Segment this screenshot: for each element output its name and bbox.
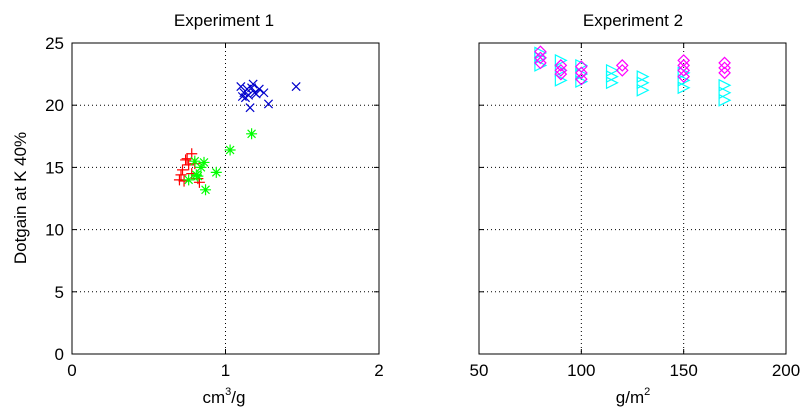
y-axis-label: Dotgain at K 40%: [11, 132, 30, 264]
diamond-marker: [574, 66, 588, 80]
x-tick-label: 2: [374, 361, 383, 380]
asterisk-marker: [190, 169, 202, 181]
diamond-marker: [615, 64, 629, 77]
diamond-marker: [677, 59, 691, 72]
diamond-marker: [718, 61, 731, 75]
triangle-marker: [718, 78, 732, 92]
asterisk-marker: [210, 166, 222, 178]
data-points: [173, 79, 301, 196]
cross-marker: [237, 91, 247, 102]
diamond-marker: [534, 56, 547, 70]
triangle-marker: [677, 73, 691, 87]
x-axis-label-main: g/m: [616, 388, 644, 407]
x-axis-label-superscript: 2: [644, 386, 650, 398]
plus-marker: [173, 174, 185, 186]
x-tick-label: 0: [67, 361, 76, 380]
diamond-marker: [677, 54, 691, 67]
y-tick-label: 10: [45, 221, 64, 240]
y-tick-label: 20: [45, 96, 64, 115]
x-axis-label-tail: /g: [231, 388, 245, 407]
diamond-marker: [534, 51, 547, 65]
plot-frame: [71, 42, 380, 355]
diamond-marker: [574, 60, 588, 73]
triangle-marker: [554, 53, 568, 67]
triangle-marker: [605, 63, 619, 77]
chart-title: Experiment 2: [583, 11, 683, 30]
cross-marker: [291, 81, 301, 92]
triangle-marker: [605, 76, 619, 90]
triangle-marker: [718, 86, 732, 100]
asterisk-marker: [224, 144, 236, 156]
cross-marker: [236, 81, 246, 92]
diamond-marker: [554, 59, 568, 72]
triangle-marker: [554, 73, 568, 87]
chart-title: Experiment 1: [174, 11, 274, 30]
triangle-marker: [636, 70, 650, 84]
diamond-marker: [677, 70, 691, 83]
plot-frame: [478, 42, 787, 355]
asterisk-marker: [195, 161, 207, 173]
triangle-marker: [718, 93, 732, 107]
triangle-marker: [636, 76, 650, 90]
asterisk-marker: [246, 128, 258, 140]
tick-labels: 50 100 150 200: [470, 361, 801, 380]
triangle-marker: [605, 70, 619, 84]
plus-marker: [181, 153, 193, 165]
plus-marker: [183, 159, 195, 171]
plus-marker: [177, 164, 189, 176]
cross-marker: [254, 84, 264, 94]
diamond-marker: [677, 64, 691, 77]
cross-marker: [251, 89, 261, 99]
gridlines: [71, 42, 380, 355]
x-axis-label: g/m2: [616, 386, 650, 407]
triangle-marker: [636, 83, 650, 97]
asterisk-marker: [200, 184, 212, 196]
cross-marker: [248, 79, 258, 89]
cross-marker: [259, 88, 269, 98]
diamond-marker: [718, 56, 731, 70]
y-tick-label: 25: [45, 34, 64, 53]
panel-experiment-2: Experiment 2 50 100 150 200 g/m2: [470, 11, 801, 407]
cross-marker: [245, 103, 255, 113]
asterisk-marker: [183, 174, 195, 186]
x-tick-label: 150: [669, 361, 697, 380]
data-points: [534, 45, 732, 107]
asterisk-marker: [198, 156, 210, 168]
triangle-marker: [677, 81, 691, 95]
x-tick-label: 200: [772, 361, 800, 380]
y-tick-label: 5: [55, 283, 64, 302]
y-tick-label: 15: [45, 158, 64, 177]
x-tick-label: 50: [470, 361, 489, 380]
diamond-marker: [554, 64, 568, 77]
x-axis-label-main: cm: [203, 388, 226, 407]
diamond-marker: [718, 66, 731, 80]
x-axis-label-superscript: 3: [225, 386, 231, 398]
y-tick-label: 0: [55, 345, 64, 364]
gridlines: [478, 42, 787, 355]
plus-marker: [175, 169, 187, 181]
x-tick-label: 100: [567, 361, 595, 380]
diamond-marker: [615, 59, 629, 72]
diamond-marker: [534, 45, 547, 59]
asterisk-marker: [189, 155, 201, 167]
x-tick-label: 1: [221, 361, 230, 380]
cross-marker: [263, 99, 274, 109]
x-axis-label: cm3/g: [203, 386, 246, 407]
diamond-marker: [574, 72, 588, 86]
